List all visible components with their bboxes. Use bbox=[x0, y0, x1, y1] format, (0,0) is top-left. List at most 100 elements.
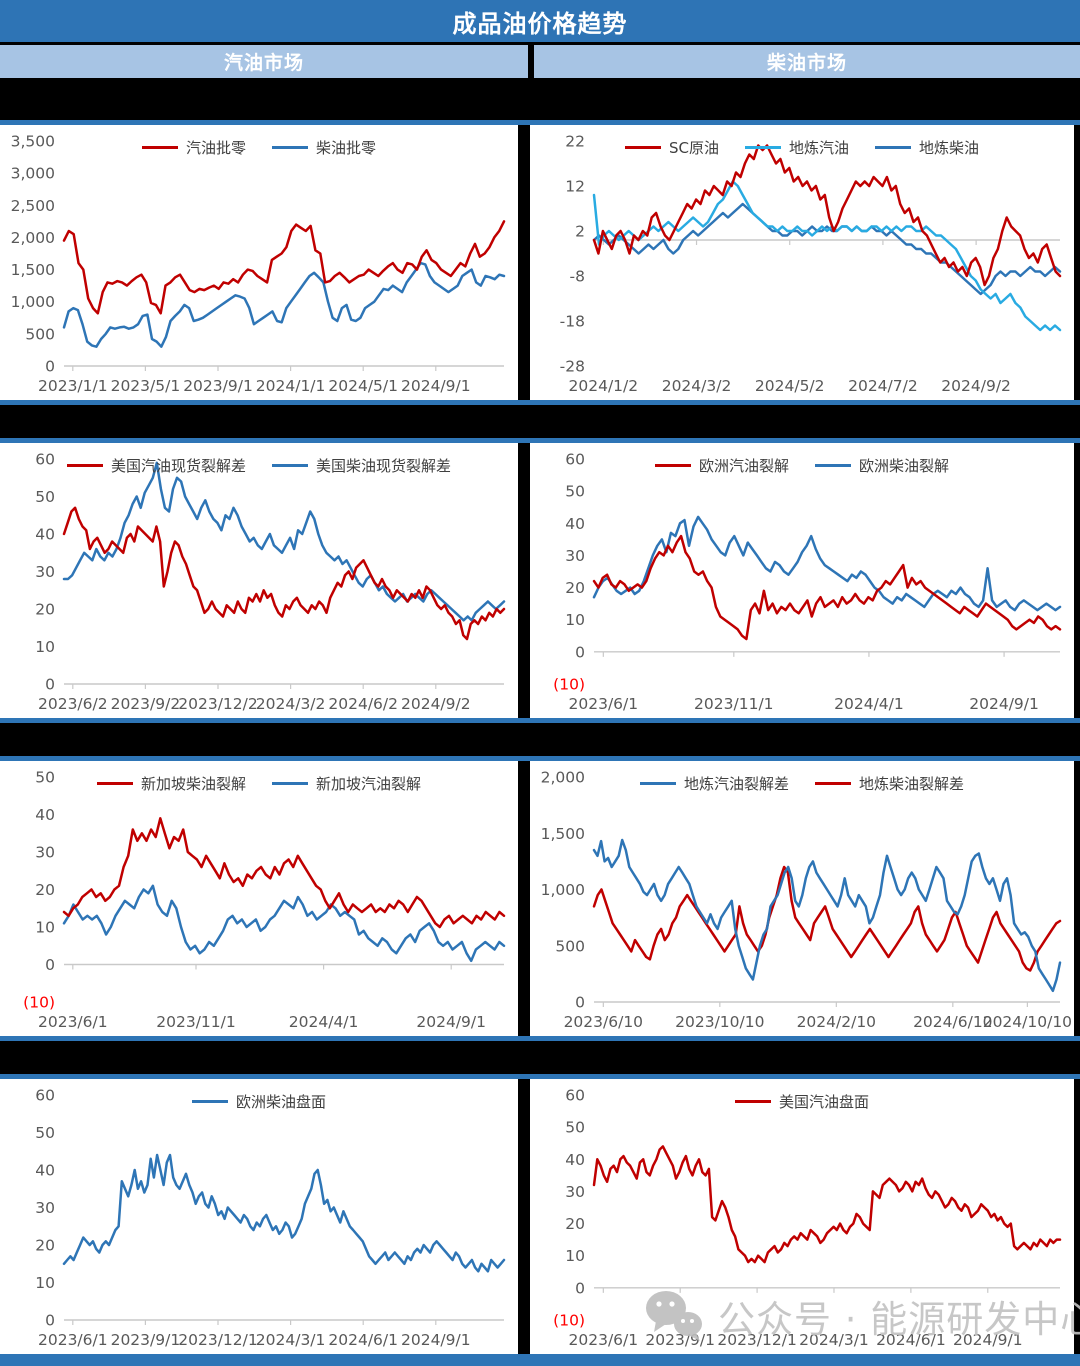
x-tick-label: 2024/9/1 bbox=[416, 1013, 486, 1031]
x-tick-label: 2024/3/1 bbox=[256, 1331, 326, 1349]
series-line-欧洲柴油盘面 bbox=[62, 1153, 506, 1273]
y-tick-label: 2,000 bbox=[541, 769, 585, 787]
page-title: 成品油价格趋势 bbox=[0, 0, 1080, 45]
chart-us-crack-spreads: 60 50 40 30 20 10 0 2023/6/2 2023/9/2 2023/12/2 20… bbox=[0, 443, 518, 718]
chart-sc-crude-vs-refinery: 22 12 2 -8 -18 -28 2024/1/2 2024/3/2 2024/5/2 202… bbox=[530, 125, 1080, 400]
y-tick-label: 500 bbox=[555, 937, 585, 955]
x-tick-label: 2023/6/10 bbox=[564, 1013, 643, 1031]
panel-divider bbox=[518, 443, 530, 718]
x-tick-label: 2023/11/1 bbox=[156, 1013, 235, 1031]
x-tick-label: 2024/7/2 bbox=[848, 377, 918, 395]
page-title-text: 成品油价格趋势 bbox=[452, 9, 628, 38]
x-tick-label: 2024/6/1 bbox=[328, 1331, 398, 1349]
x-tick-label: 2024/3/1 bbox=[799, 1331, 869, 1349]
chart-canvas-singapore-crack-spreads: 50 40 30 20 10 0 (10)2023/6/1 2023/11/1 2024/4/1… bbox=[23, 769, 506, 1031]
y-tick-label: 0 bbox=[575, 1279, 585, 1297]
y-tick-label: 30 bbox=[565, 547, 585, 565]
panel-divider bbox=[518, 125, 530, 400]
chart-singapore-crack-spreads: 50 40 30 20 10 0 (10) 2023/6/1 2023/11/1 2024/4/1… bbox=[0, 761, 518, 1036]
chart-row-4: 60 50 40 30 20 10 0 2023/6/1 2023/9/1 2023/12/1 20… bbox=[0, 1074, 1080, 1359]
y-tick-label: 10 bbox=[35, 638, 55, 656]
x-tick-label: 2023/12/2 bbox=[178, 695, 257, 713]
x-tick-label: 2024/9/1 bbox=[969, 695, 1039, 713]
y-tick-label: 1,500 bbox=[541, 825, 585, 843]
y-tick-label: 0 bbox=[45, 358, 55, 376]
y-tick-label: 20 bbox=[35, 601, 55, 619]
x-tick-label: 2024/1/1 bbox=[256, 377, 326, 395]
x-tick-label: 2024/4/1 bbox=[834, 695, 904, 713]
y-tick-label: 50 bbox=[565, 1119, 585, 1137]
y-tick-label: 50 bbox=[35, 769, 55, 787]
y-tick-label: 30 bbox=[35, 844, 55, 862]
x-tick-label: 2024/6/2 bbox=[328, 695, 398, 713]
y-tick-label: 40 bbox=[565, 515, 585, 533]
x-tick-label: 2024/9/1 bbox=[401, 377, 471, 395]
y-tick-label: 20 bbox=[35, 1237, 55, 1255]
x-tick-label: 2023/6/1 bbox=[38, 1331, 108, 1349]
x-tick-label: 2023/5/1 bbox=[111, 377, 181, 395]
chart-europe-diesel-futures: 60 50 40 30 20 10 0 2023/6/1 2023/9/1 2023/12/1 20… bbox=[0, 1079, 518, 1354]
y-tick-label: 60 bbox=[35, 1087, 55, 1105]
y-tick-label: 60 bbox=[565, 1087, 585, 1105]
x-tick-label: 2023/10/10 bbox=[675, 1013, 764, 1031]
y-tick-label: 0 bbox=[45, 676, 55, 694]
y-tick-label: 2,500 bbox=[11, 197, 55, 215]
y-tick-label: 40 bbox=[35, 1162, 55, 1180]
x-tick-label: 2024/9/1 bbox=[401, 1331, 471, 1349]
series-line-欧洲柴油裂解 bbox=[592, 515, 1062, 612]
series-line-地炼汽油裂解差 bbox=[592, 838, 1062, 993]
chart-canvas-us-gasoline-futures: 60 50 40 30 20 10 0 (10)2023/6/1 2023/9/1 2023/12… bbox=[553, 1087, 1062, 1349]
x-tick-label: 2024/9/2 bbox=[401, 695, 471, 713]
y-tick-label: 3,500 bbox=[11, 133, 55, 151]
x-tick-label: 2023/9/1 bbox=[645, 1331, 715, 1349]
y-tick-label: 12 bbox=[565, 178, 585, 196]
series-line-新加坡柴油裂解 bbox=[62, 817, 506, 929]
series-line-美国柴油现货裂解差 bbox=[62, 461, 506, 622]
y-tick-label: 1,000 bbox=[11, 293, 55, 311]
y-tick-label: 10 bbox=[35, 919, 55, 937]
series-line-地炼汽油 bbox=[592, 180, 1062, 332]
x-tick-label: 2023/6/2 bbox=[38, 695, 108, 713]
y-tick-label: -28 bbox=[560, 358, 585, 376]
column-headers: 汽油市场 柴油市场 bbox=[0, 45, 1080, 78]
x-tick-label: 2023/6/1 bbox=[569, 1331, 639, 1349]
series-line-新加坡汽油裂解 bbox=[62, 884, 506, 963]
y-tick-label: -8 bbox=[570, 268, 585, 286]
series-line-SC原油 bbox=[592, 144, 1062, 287]
y-tick-label: 0 bbox=[575, 994, 585, 1012]
y-tick-label: 10 bbox=[565, 611, 585, 629]
diesel-market-label: 柴油市场 bbox=[766, 52, 847, 74]
x-tick-label: 2024/4/1 bbox=[289, 1013, 359, 1031]
x-tick-label: 2023/1/1 bbox=[38, 377, 108, 395]
x-tick-label: 2024/5/2 bbox=[755, 377, 825, 395]
column-header-gasoline-market: 汽油市场 bbox=[0, 45, 528, 78]
y-tick-label: (10) bbox=[553, 1312, 585, 1330]
y-tick-label: 50 bbox=[35, 1124, 55, 1142]
y-tick-label: 2,000 bbox=[11, 229, 55, 247]
x-tick-label: 2024/6/1 bbox=[876, 1331, 946, 1349]
y-tick-label: 1,000 bbox=[541, 881, 585, 899]
chart-row-3: 50 40 30 20 10 0 (10) 2023/6/1 2023/11/1 2024/4/1… bbox=[0, 756, 1080, 1041]
x-tick-label: 2024/5/1 bbox=[328, 377, 398, 395]
chart-gasoline-diesel-wholesale: 3,500 3,000 2,500 2,000 1,500 1,000 500 0 2023/1… bbox=[0, 125, 518, 400]
y-tick-label: 20 bbox=[35, 881, 55, 899]
y-tick-label: 500 bbox=[25, 325, 55, 343]
y-tick-label: (10) bbox=[23, 994, 55, 1012]
x-tick-label: 2024/9/2 bbox=[941, 377, 1011, 395]
x-tick-label: 2024/9/1 bbox=[953, 1331, 1023, 1349]
series-line-柴油批零 bbox=[62, 261, 506, 348]
y-tick-label: 40 bbox=[35, 526, 55, 544]
panel-divider bbox=[518, 1079, 530, 1354]
x-tick-label: 2023/11/1 bbox=[694, 695, 773, 713]
y-tick-label: 40 bbox=[565, 1151, 585, 1169]
y-tick-label: 20 bbox=[565, 579, 585, 597]
chart-us-gasoline-futures: 60 50 40 30 20 10 0 (10) 2023/6/1 2023/9/1 2023/12… bbox=[530, 1079, 1080, 1354]
y-tick-label: 50 bbox=[565, 483, 585, 501]
x-tick-label: 2024/2/10 bbox=[797, 1013, 876, 1031]
x-tick-label: 2023/12/1 bbox=[717, 1331, 796, 1349]
chart-row-1: 3,500 3,000 2,500 2,000 1,500 1,000 500 0 2023/1… bbox=[0, 120, 1080, 405]
